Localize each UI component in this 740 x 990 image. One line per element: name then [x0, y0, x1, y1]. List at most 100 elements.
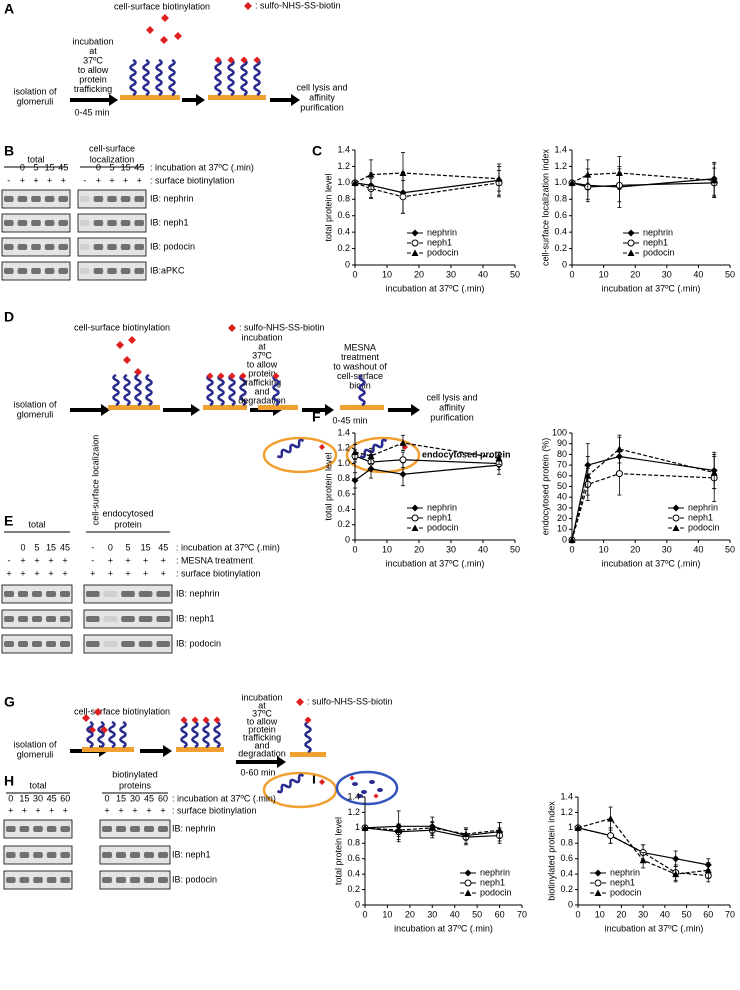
- legend-label: podocin: [688, 522, 720, 532]
- y-tick-label: 0: [562, 259, 567, 269]
- receptor: [202, 720, 210, 749]
- y-tick-label: 0.2: [337, 243, 350, 253]
- band: [4, 220, 14, 226]
- band: [120, 220, 131, 226]
- biotin: [244, 2, 252, 10]
- row-label: : incubation at 37ºC (.min): [172, 793, 276, 803]
- y-tick-label: 20: [557, 513, 567, 523]
- x-tick-label: 40: [693, 544, 703, 554]
- label: trafficking: [74, 84, 112, 94]
- y-tick-label: 1.2: [554, 161, 567, 171]
- column-header: total: [29, 780, 46, 790]
- lane-label: +: [161, 568, 166, 578]
- y-tick-label: 0: [345, 259, 350, 269]
- ib-label: IB: podocin: [172, 874, 217, 884]
- label: 37ºC: [252, 350, 272, 360]
- lane-label: 5: [125, 542, 130, 552]
- biotin: [319, 444, 325, 450]
- marker: [672, 524, 680, 531]
- x-tick-label: 40: [450, 909, 460, 919]
- biotin: [213, 716, 221, 724]
- label: cell lysis and: [296, 82, 347, 92]
- legend-label: podocin: [427, 522, 459, 532]
- marker: [568, 179, 576, 186]
- receptor: [304, 720, 312, 754]
- membrane: [203, 405, 247, 410]
- label: degradation: [238, 748, 286, 758]
- y-tick-label: 0: [562, 534, 567, 544]
- label: : sulfo-NHS-SS-biotin: [255, 0, 341, 10]
- label: affinity: [309, 92, 335, 102]
- marker: [399, 456, 407, 464]
- panel-letter: B: [4, 143, 14, 159]
- panel-letter: A: [4, 1, 14, 17]
- band: [6, 852, 16, 858]
- band: [60, 852, 70, 858]
- band: [18, 641, 28, 647]
- band: [4, 196, 14, 202]
- band: [156, 591, 170, 597]
- band: [17, 220, 28, 226]
- band: [4, 616, 14, 622]
- label: treatment: [341, 352, 380, 362]
- label: at: [258, 341, 266, 351]
- membrane: [82, 747, 134, 752]
- receptor: [276, 773, 305, 794]
- y-tick-label: 40: [557, 492, 567, 502]
- y-tick-label: 1.4: [337, 144, 350, 154]
- biotin: [128, 336, 136, 344]
- label: trafficking: [243, 377, 281, 387]
- band: [134, 196, 144, 202]
- band: [93, 196, 104, 202]
- label: to washout of: [333, 361, 387, 371]
- label: incubation: [72, 36, 113, 46]
- band: [19, 877, 30, 883]
- x-axis-label: incubation at 37ºC (.min): [602, 558, 701, 568]
- legend-label: neph1: [643, 237, 668, 247]
- x-tick-label: 20: [630, 544, 640, 554]
- band: [86, 616, 100, 622]
- lane-label: +: [20, 568, 25, 578]
- band: [18, 616, 28, 622]
- x-tick-label: 50: [725, 544, 735, 554]
- y-tick-label: 0: [345, 534, 350, 544]
- band: [121, 591, 135, 597]
- series-line: [571, 455, 715, 541]
- band: [46, 852, 57, 858]
- marker: [351, 179, 359, 186]
- receptor: [359, 438, 388, 459]
- band: [33, 826, 43, 832]
- x-tick-label: 0: [352, 544, 357, 554]
- column-header: localization: [90, 154, 135, 164]
- x-tick-label: 10: [382, 269, 392, 279]
- y-tick-label: 90: [557, 438, 567, 448]
- band: [134, 268, 144, 274]
- series-line: [354, 182, 500, 198]
- lane-label: 15: [19, 793, 29, 803]
- receptor: [168, 58, 176, 97]
- lane-label: -: [91, 555, 94, 565]
- marker: [496, 826, 504, 834]
- lane-label: 5: [33, 162, 38, 172]
- legend-label: nephrin: [610, 867, 640, 877]
- lane-label: +: [48, 568, 53, 578]
- lane-label: +: [123, 175, 128, 185]
- band: [60, 616, 70, 622]
- band: [107, 196, 117, 202]
- receptor: [180, 720, 188, 749]
- band: [58, 268, 68, 274]
- label: incubation: [241, 332, 282, 342]
- y-axis-label: endocytosed protein (%): [540, 438, 550, 536]
- receptor: [276, 438, 305, 459]
- band: [138, 591, 153, 597]
- lane-label: 45: [47, 793, 57, 803]
- lane-label: +: [143, 555, 148, 565]
- band: [93, 268, 104, 274]
- lane-label: +: [137, 175, 142, 185]
- label: to allow: [78, 65, 109, 75]
- x-tick-label: 10: [599, 544, 609, 554]
- label: glomeruli: [17, 409, 54, 419]
- y-tick-label: 0.6: [347, 853, 360, 863]
- receptor: [228, 373, 236, 407]
- marker: [361, 824, 369, 831]
